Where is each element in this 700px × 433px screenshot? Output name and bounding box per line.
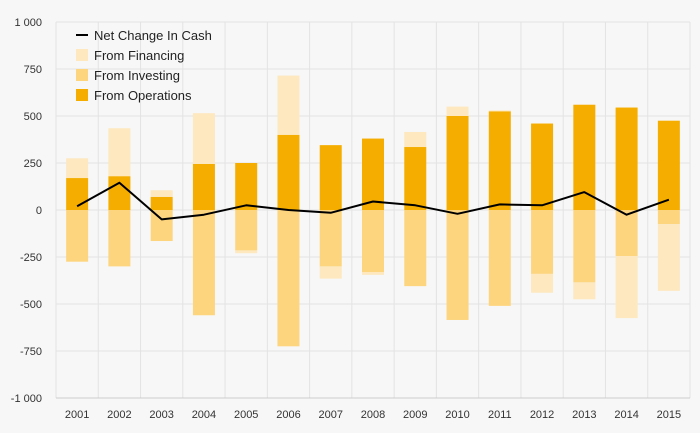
- bar-from-investing-2011: [488, 210, 511, 306]
- bar-from-financing-2014: [615, 256, 638, 319]
- bar-from-financing-2015: [657, 224, 680, 291]
- x-tick-label: 2009: [403, 409, 427, 421]
- x-tick-label: 2004: [192, 409, 216, 421]
- bar-from-financing-2004: [192, 113, 215, 164]
- legend-swatch-operations: [76, 89, 88, 101]
- bar-from-investing-2014: [615, 210, 638, 257]
- legend-label-investing: From Investing: [94, 68, 180, 83]
- x-tick-label: 2006: [276, 409, 300, 421]
- x-tick-label: 2008: [361, 409, 385, 421]
- bar-from-financing-2008: [362, 272, 384, 275]
- legend-label-operations: From Operations: [94, 88, 192, 103]
- y-tick-label: -750: [20, 346, 42, 358]
- bar-from-operations-2012: [531, 123, 554, 210]
- bar-from-operations-2015: [657, 120, 680, 210]
- x-tick-label: 2014: [614, 409, 638, 421]
- x-tick-label: 2003: [149, 409, 173, 421]
- bar-from-operations-2013: [573, 104, 596, 210]
- bar-from-investing-2002: [108, 210, 131, 267]
- y-tick-label: -500: [20, 299, 42, 311]
- bar-from-operations-2011: [488, 111, 511, 210]
- bar-from-investing-2006: [277, 210, 300, 347]
- bar-from-investing-2003: [150, 210, 173, 242]
- bar-from-operations-2005: [235, 163, 258, 210]
- bar-from-financing-2010: [446, 106, 469, 116]
- x-axis: 2001 2002 2003 2004 2005 2006 2007 2008 2009 2010…: [56, 397, 690, 421]
- bar-from-investing-2012: [531, 210, 554, 274]
- bar-from-financing-2012: [531, 273, 554, 293]
- bar-from-operations-2004: [192, 163, 215, 210]
- y-axis: 1 000 750 500 250 0 -250 -500 -750 -1 000: [11, 17, 42, 405]
- bar-from-operations-2006: [277, 134, 300, 210]
- y-tick-label: 750: [24, 64, 42, 76]
- bar-from-financing-2002: [108, 128, 131, 177]
- y-tick-label: 0: [36, 205, 42, 217]
- y-tick-label: 1 000: [14, 17, 42, 29]
- net-change-line: [76, 181, 670, 221]
- bar-from-financing-2001: [66, 158, 89, 179]
- bar-from-investing-2009: [404, 210, 427, 287]
- bar-from-operations-2008: [362, 138, 384, 210]
- bar-from-investing-2004: [192, 210, 215, 316]
- bar-from-financing-2011: [488, 110, 511, 112]
- bar-from-financing-2005: [235, 250, 258, 254]
- bar-from-investing-2015: [657, 210, 680, 225]
- legend-label-net-change: Net Change In Cash: [94, 28, 212, 43]
- bar-from-operations-2010: [446, 116, 469, 210]
- x-tick-label: 2002: [107, 409, 131, 421]
- x-tick-label: 2013: [572, 409, 596, 421]
- bar-from-investing-2001: [66, 210, 89, 262]
- bar-from-financing-2003: [150, 190, 173, 197]
- x-tick-label: 2012: [530, 409, 554, 421]
- net-change-line-layer: [76, 181, 670, 221]
- x-tick-label: 2011: [488, 409, 512, 421]
- bar-from-operations-2014: [615, 107, 638, 210]
- x-tick-label: 2010: [445, 409, 469, 421]
- legend-swatch-financing: [76, 49, 88, 61]
- x-tick-label: 2015: [657, 409, 681, 421]
- y-tick-label: 500: [24, 111, 42, 123]
- bar-from-operations-2003: [150, 196, 173, 210]
- bar-from-operations-2007: [319, 145, 342, 210]
- legend-label-financing: From Financing: [94, 48, 184, 63]
- bars: [66, 75, 680, 347]
- x-tick-label: 2007: [318, 409, 342, 421]
- bar-from-investing-2010: [446, 210, 469, 320]
- y-tick-label: 250: [24, 158, 42, 170]
- x-tick-label: 2005: [234, 409, 258, 421]
- bar-from-investing-2008: [362, 210, 384, 273]
- bar-from-financing-2007: [319, 266, 342, 279]
- bar-from-investing-2007: [319, 210, 342, 267]
- bar-from-investing-2013: [573, 210, 596, 283]
- legend: Net Change In Cash From Financing From I…: [76, 28, 212, 103]
- bar-from-financing-2009: [404, 131, 427, 148]
- bar-from-financing-2006: [277, 75, 300, 135]
- bar-from-operations-2002: [108, 176, 131, 210]
- bar-from-investing-2005: [235, 210, 258, 251]
- x-tick-label: 2001: [65, 409, 89, 421]
- bar-from-operations-2009: [404, 147, 427, 210]
- y-tick-label: -250: [20, 252, 42, 264]
- legend-swatch-investing: [76, 69, 88, 81]
- y-tick-label: -1 000: [11, 393, 42, 405]
- bar-from-financing-2013: [573, 282, 596, 300]
